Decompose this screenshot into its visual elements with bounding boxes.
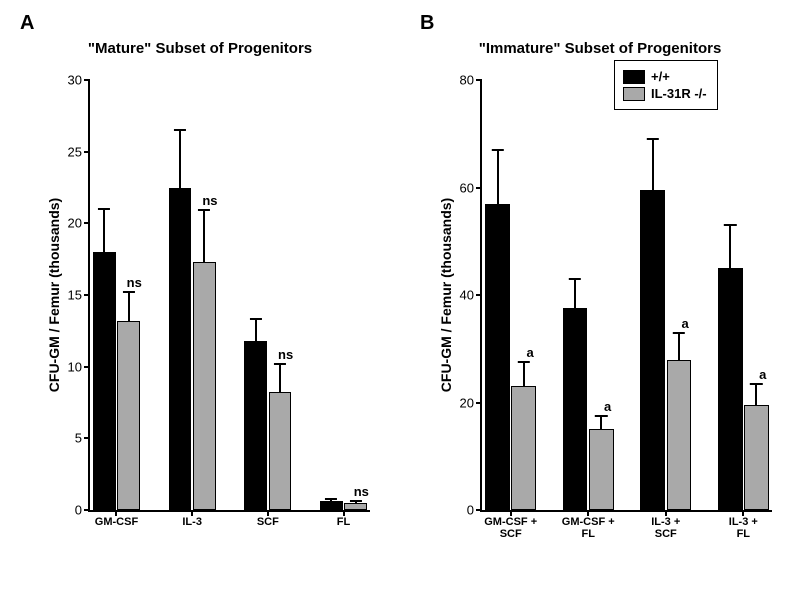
y-tick-label: 15 [68,288,90,303]
y-axis-label-A: CFU-GM / Femur (thousands) [46,80,62,510]
error-bar [279,364,281,393]
bar-wt [244,341,267,510]
error-cap [250,318,262,320]
x-category-label: IL-3 [182,510,202,528]
x-category-label: FL [337,510,350,528]
error-cap [673,332,685,334]
y-axis-label-B: CFU-GM / Femur (thousands) [438,80,454,510]
bar-wt [718,268,743,510]
y-tick-label: 20 [460,395,482,410]
y-tick-label: 40 [460,288,482,303]
panel-title-B: "Immature" Subset of Progenitors [400,40,800,57]
x-category-label: IL-3 + SCF [651,510,680,540]
error-bar [203,210,205,262]
y-tick-label: 10 [68,359,90,374]
y-tick-label: 30 [68,73,90,88]
y-tick-label: 5 [75,431,90,446]
panel-B: B"Immature" Subset of Progenitors0204060… [400,0,800,592]
y-tick-label: 25 [68,144,90,159]
significance-label: ns [278,347,293,362]
error-cap [595,415,607,417]
error-bar [179,130,181,187]
bar-ko [344,503,367,510]
y-tick-label: 0 [467,503,482,518]
bar-ko [744,405,769,510]
panel-label-A: A [20,12,34,35]
error-bar [755,384,757,406]
significance-label: a [682,316,689,331]
x-category-label: SCF [257,510,279,528]
x-category-label: GM-CSF + FL [562,510,615,540]
bar-ko [117,321,140,510]
legend-label: IL-31R -/- [651,86,707,101]
y-tick-label: 20 [68,216,90,231]
error-bar [652,139,654,190]
x-category-label: IL-3 + FL [729,510,758,540]
error-cap [274,363,286,365]
error-cap [750,383,762,385]
error-bar [255,319,257,341]
legend-label: +/+ [651,69,670,84]
legend-item: +/+ [623,69,707,84]
error-bar [523,362,525,386]
bar-wt [563,308,588,510]
y-tick-label: 80 [460,73,482,88]
error-bar [729,225,731,268]
legend-swatch [623,70,645,84]
error-cap [491,149,503,151]
error-cap [98,208,110,210]
panel-label-B: B [420,12,434,35]
error-cap [569,278,581,280]
error-cap [646,138,658,140]
bar-wt [320,501,343,510]
significance-label: ns [127,275,142,290]
error-cap [325,498,337,500]
y-tick-label: 0 [75,503,90,518]
bar-ko [511,386,536,510]
significance-label: a [526,345,533,360]
significance-label: ns [202,193,217,208]
error-bar [574,279,576,309]
bar-ko [193,262,216,510]
error-bar [497,150,499,204]
significance-label: ns [354,484,369,499]
y-tick-label: 60 [460,180,482,195]
legend-swatch [623,87,645,101]
error-bar [128,292,130,321]
error-bar [103,209,105,252]
error-cap [724,224,736,226]
error-cap [174,129,186,131]
legend: +/+ IL-31R -/- [614,60,718,110]
significance-label: a [759,367,766,382]
bar-wt [640,190,665,510]
plot-area-B: 020406080aGM-CSF + SCFaGM-CSF + FLaIL-3 … [480,80,772,512]
bar-wt [169,188,192,511]
error-bar [600,416,602,429]
bar-ko [589,429,614,510]
bar-wt [93,252,116,510]
plot-area-A: 051015202530nsGM-CSFnsIL-3nsSCFnsFL [88,80,370,512]
bar-ko [269,392,292,510]
legend-item: IL-31R -/- [623,86,707,101]
error-cap [350,500,362,502]
bar-ko [667,360,692,511]
significance-label: a [604,399,611,414]
panel-A: A"Mature" Subset of Progenitors051015202… [0,0,400,592]
x-category-label: GM-CSF + SCF [484,510,537,540]
error-cap [518,361,530,363]
panel-title-A: "Mature" Subset of Progenitors [0,40,400,57]
error-cap [123,291,135,293]
bar-wt [485,204,510,510]
x-category-label: GM-CSF [95,510,138,528]
error-bar [678,333,680,360]
error-cap [198,209,210,211]
